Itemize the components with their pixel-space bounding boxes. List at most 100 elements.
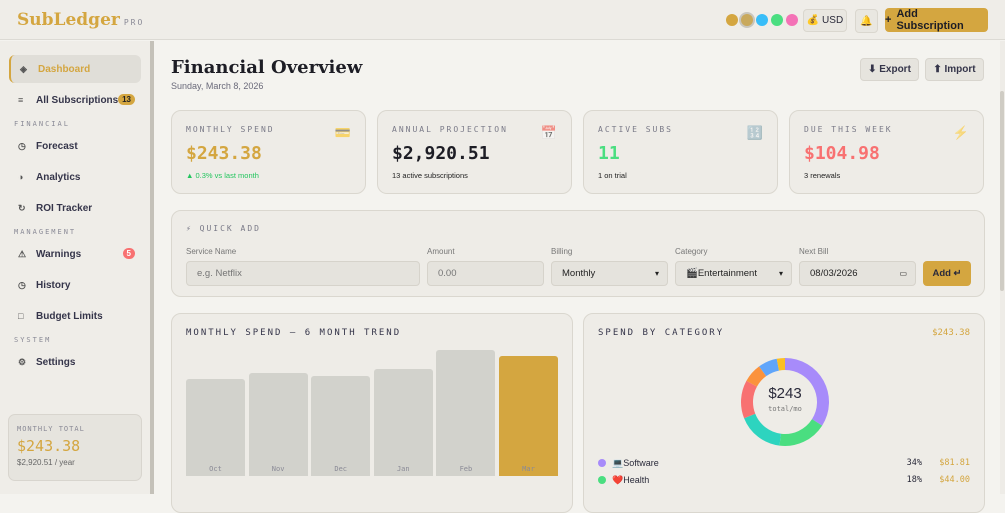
donut-slice[interactable] [784,358,829,426]
import-button[interactable]: ⬆ Import [925,58,984,81]
theme-swatch[interactable] [786,14,798,26]
money-bag-icon: 💰 [806,15,820,26]
theme-swatches [726,14,798,26]
category-chart-panel: SPEND BY CATEGORY $243.38 $243 total/mo … [583,313,985,513]
sidebar-item-dashboard[interactable]: ◈ Dashboard [9,55,141,83]
sidebar-item-label: ROI Tracker [36,202,93,214]
currency-button[interactable]: 💰 USD [803,9,847,32]
bar-label: Oct [209,465,222,473]
nav-icon: ↻ [18,202,26,213]
bar-chart: Oct Nov Dec Jan Feb Mar [186,350,558,476]
bar-oct[interactable]: Oct [186,379,245,476]
sidebar-item-budget-limits[interactable]: □ Budget Limits [9,302,141,330]
stat-label: ACTIVE SUBS [598,125,673,134]
donut-slice[interactable] [776,358,786,371]
sidebar-item-forecast[interactable]: ◷ Forecast [9,132,141,160]
stat-value: $2,920.51 [392,143,490,164]
top-bar: SubLedger PRO 💰 USD 🔔 + Add Subscription [0,0,1005,40]
quick-add-panel: ⚡ QUICK ADD Service Name Amount Billing … [171,210,985,297]
bar-label: Feb [459,465,473,473]
category-label: Category [675,247,708,256]
bar-feb[interactable]: Feb [436,350,496,476]
nav-icon: ◑ [18,172,24,182]
bar-jan[interactable]: Jan [373,369,433,476]
bar-label: Nov [271,465,285,473]
donut-slice[interactable] [779,418,823,446]
add-subscription-button[interactable]: + Add Subscription [885,8,988,32]
chevron-down-icon: ▾ [654,269,659,278]
stat-label: DUE THIS WEEK [804,125,893,134]
stat-icon: 📅 [540,125,557,140]
theme-swatch[interactable] [726,14,738,26]
stat-card: MONTHLY SPEND $243.38 ▲ 0.3% vs last month… [171,110,366,194]
count-badge: 13 [118,94,135,105]
bell-icon: 🔔 [860,15,873,27]
bar-dec[interactable]: Dec [311,376,371,476]
sidebar-item-all-subscriptions[interactable]: ≡ All Subscriptions 13 [9,86,141,114]
bar-nov[interactable]: Nov [248,373,308,476]
next-bill-date-input[interactable]: 08/03/2026 ▭ [799,261,916,286]
billing-label: Billing [551,247,573,256]
category-total: $243.38 [932,328,970,338]
theme-swatch[interactable] [741,14,753,26]
sidebar-item-settings[interactable]: ⚙ Settings [9,348,141,376]
notifications-button[interactable]: 🔔 [855,9,878,33]
donut-slice[interactable] [744,413,782,446]
legend-name: ❤️Health [612,474,650,485]
sidebar-item-label: Forecast [36,140,78,152]
stat-subtext: ▲ 0.3% vs last month [186,171,259,180]
nav-icon: □ [18,311,24,321]
nav-icon: ⚠ [18,248,27,259]
sidebar-item-label: Analytics [36,171,81,183]
sidebar-scrollbar[interactable] [150,41,154,494]
stat-label: MONTHLY SPEND [186,125,275,134]
bar-mar[interactable]: Mar [499,356,558,476]
export-button[interactable]: ⬇ Export [860,58,919,81]
legend-percent: 18% [906,475,922,485]
amount-input[interactable] [427,261,544,286]
category-chart-title: SPEND BY CATEGORY [598,328,725,338]
sidebar-section-title: FINANCIAL [14,120,70,128]
quick-add-button[interactable]: Add ↵ [923,261,971,286]
legend-item: 💻Software 34% $81.81 [598,456,970,470]
bar-label: Jan [396,465,410,473]
trend-chart-panel: MONTHLY SPEND — 6 MONTH TREND Oct Nov Dec J… [171,313,573,513]
legend-item: ❤️Health 18% $44.00 [598,473,970,487]
amount-label: Amount [427,247,455,256]
monthly-total-value: $243.38 [17,437,81,455]
donut-slice[interactable] [741,380,758,419]
monthly-total-card: MONTHLY TOTAL $243.38 $2,920.51 / year [8,414,142,481]
yearly-total: $2,920.51 / year [17,458,75,467]
scrollbar-thumb[interactable] [1000,91,1004,291]
sidebar-item-label: All Subscriptions [36,94,119,106]
sidebar-item-label: Dashboard [38,63,91,75]
bar-label: Dec [334,465,348,473]
sidebar-item-analytics[interactable]: ◑ Analytics [9,163,141,191]
sidebar-section-title: SYSTEM [14,336,52,344]
monthly-total-label: MONTHLY TOTAL [17,425,85,433]
quick-add-title: ⚡ QUICK ADD [186,224,261,233]
theme-swatch[interactable] [756,14,768,26]
sidebar-item-roi-tracker[interactable]: ↻ ROI Tracker [9,194,141,222]
category-select[interactable]: 🎬Entertainment ▾ [675,261,792,286]
service-name-input[interactable] [186,261,420,286]
theme-swatch[interactable] [771,14,783,26]
sidebar-item-label: History [36,279,71,291]
donut-slice[interactable] [746,366,767,387]
stat-icon: 💳 [334,125,351,140]
sidebar-item-label: Settings [36,356,76,368]
donut-center-value: $243 [768,385,802,402]
logo[interactable]: SubLedger PRO [17,10,145,30]
donut-slice[interactable] [759,358,780,377]
billing-select[interactable]: Monthly ▾ [551,261,668,286]
sidebar-item-warnings[interactable]: ⚠ Warnings 5 [9,240,141,268]
calendar-icon[interactable]: ▭ [899,269,907,278]
plus-icon: + [885,14,892,26]
sidebar-item-history[interactable]: ◷ History [9,271,141,299]
stat-card: ANNUAL PROJECTION $2,920.51 13 active subs… [377,110,572,194]
nav-icon: ≡ [18,95,24,105]
stat-card: ACTIVE SUBS 11 1 on trial 🔢 [583,110,778,194]
donut-chart [741,358,829,446]
stat-subtext: 13 active subscriptions [392,171,468,180]
main-scrollbar[interactable] [1000,41,1005,494]
